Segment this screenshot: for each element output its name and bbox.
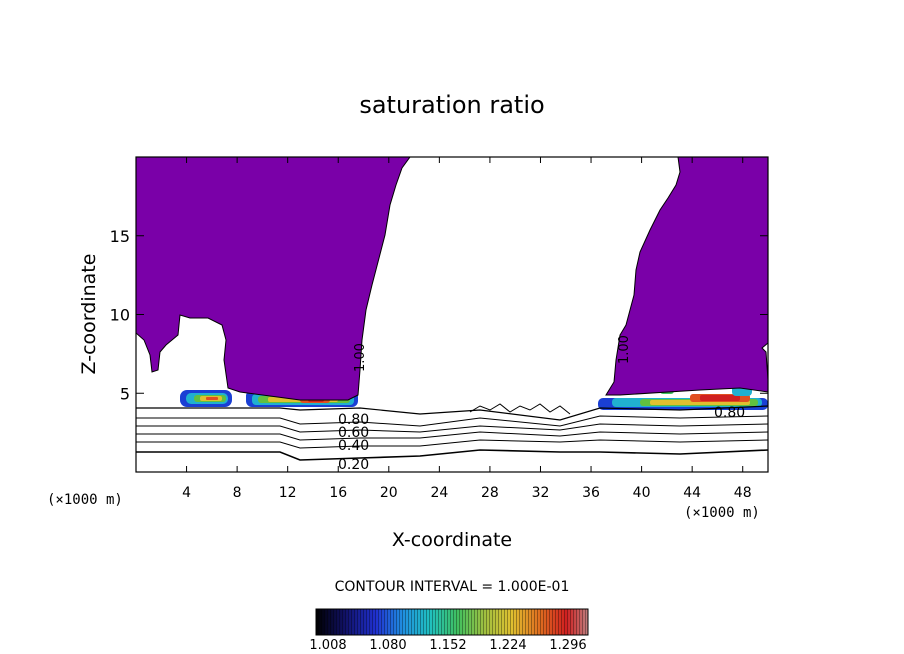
- x-tick-label: 48: [734, 485, 752, 501]
- y-tick-label: 10: [110, 306, 130, 325]
- x-tick-label: 12: [279, 485, 297, 501]
- colorbar-tick-label: 1.008: [309, 638, 346, 653]
- x-tick-label: 4: [182, 485, 191, 501]
- colorbar-tick-label: 1.296: [549, 638, 586, 653]
- x-unit-right: (×1000 m): [684, 505, 760, 521]
- contour-labels: 1.00 1.00 0.80 0.60 0.40 0.20 0.80: [338, 335, 745, 473]
- y-tick-label: 5: [120, 384, 130, 403]
- chart-title: saturation ratio: [359, 91, 544, 119]
- contour-label: 0.40: [338, 438, 369, 454]
- x-tick-label: 44: [683, 485, 701, 501]
- x-tick-label: 36: [582, 485, 600, 501]
- contour-label: 1.00: [617, 335, 632, 364]
- x-tick-label: 28: [481, 485, 499, 501]
- x-axis-ticks: 4 8 12 16 20 24 28 32 36 40 44 48: [182, 157, 752, 501]
- colorbar-tick-label: 1.080: [369, 638, 406, 653]
- x-tick-label: 24: [430, 485, 448, 501]
- contour-interval-label: CONTOUR INTERVAL = 1.000E-01: [335, 579, 570, 595]
- contour-label: 0.20: [338, 457, 369, 473]
- contour-lines: [136, 403, 768, 461]
- y-axis-ticks: 5 10 15: [110, 227, 768, 403]
- x-tick-label: 32: [532, 485, 550, 501]
- colorbar-tick-label: 1.224: [489, 638, 526, 653]
- colorbar-tick-label: 1.152: [429, 638, 466, 653]
- x-tick-label: 40: [633, 485, 651, 501]
- x-tick-label: 20: [380, 485, 398, 501]
- x-axis-title: X-coordinate: [392, 529, 512, 551]
- x-tick-label: 16: [329, 485, 347, 501]
- contour-label: 0.80: [338, 412, 369, 428]
- contour-label: 0.80: [714, 405, 745, 421]
- x-tick-label: 8: [233, 485, 242, 501]
- contour-label: 1.00: [353, 343, 368, 372]
- colorbar-tick-labels: 1.008 1.080 1.152 1.224 1.296: [309, 638, 586, 653]
- colorbar: [315, 608, 589, 636]
- y-tick-label: 15: [110, 227, 130, 246]
- plot-area: 1.00 1.00 0.80 0.60 0.40 0.20 0.80: [136, 157, 768, 473]
- x-unit-left: (×1000 m): [47, 492, 123, 508]
- y-axis-title: Z-coordinate: [78, 254, 100, 375]
- contour-label: 0.60: [338, 425, 369, 441]
